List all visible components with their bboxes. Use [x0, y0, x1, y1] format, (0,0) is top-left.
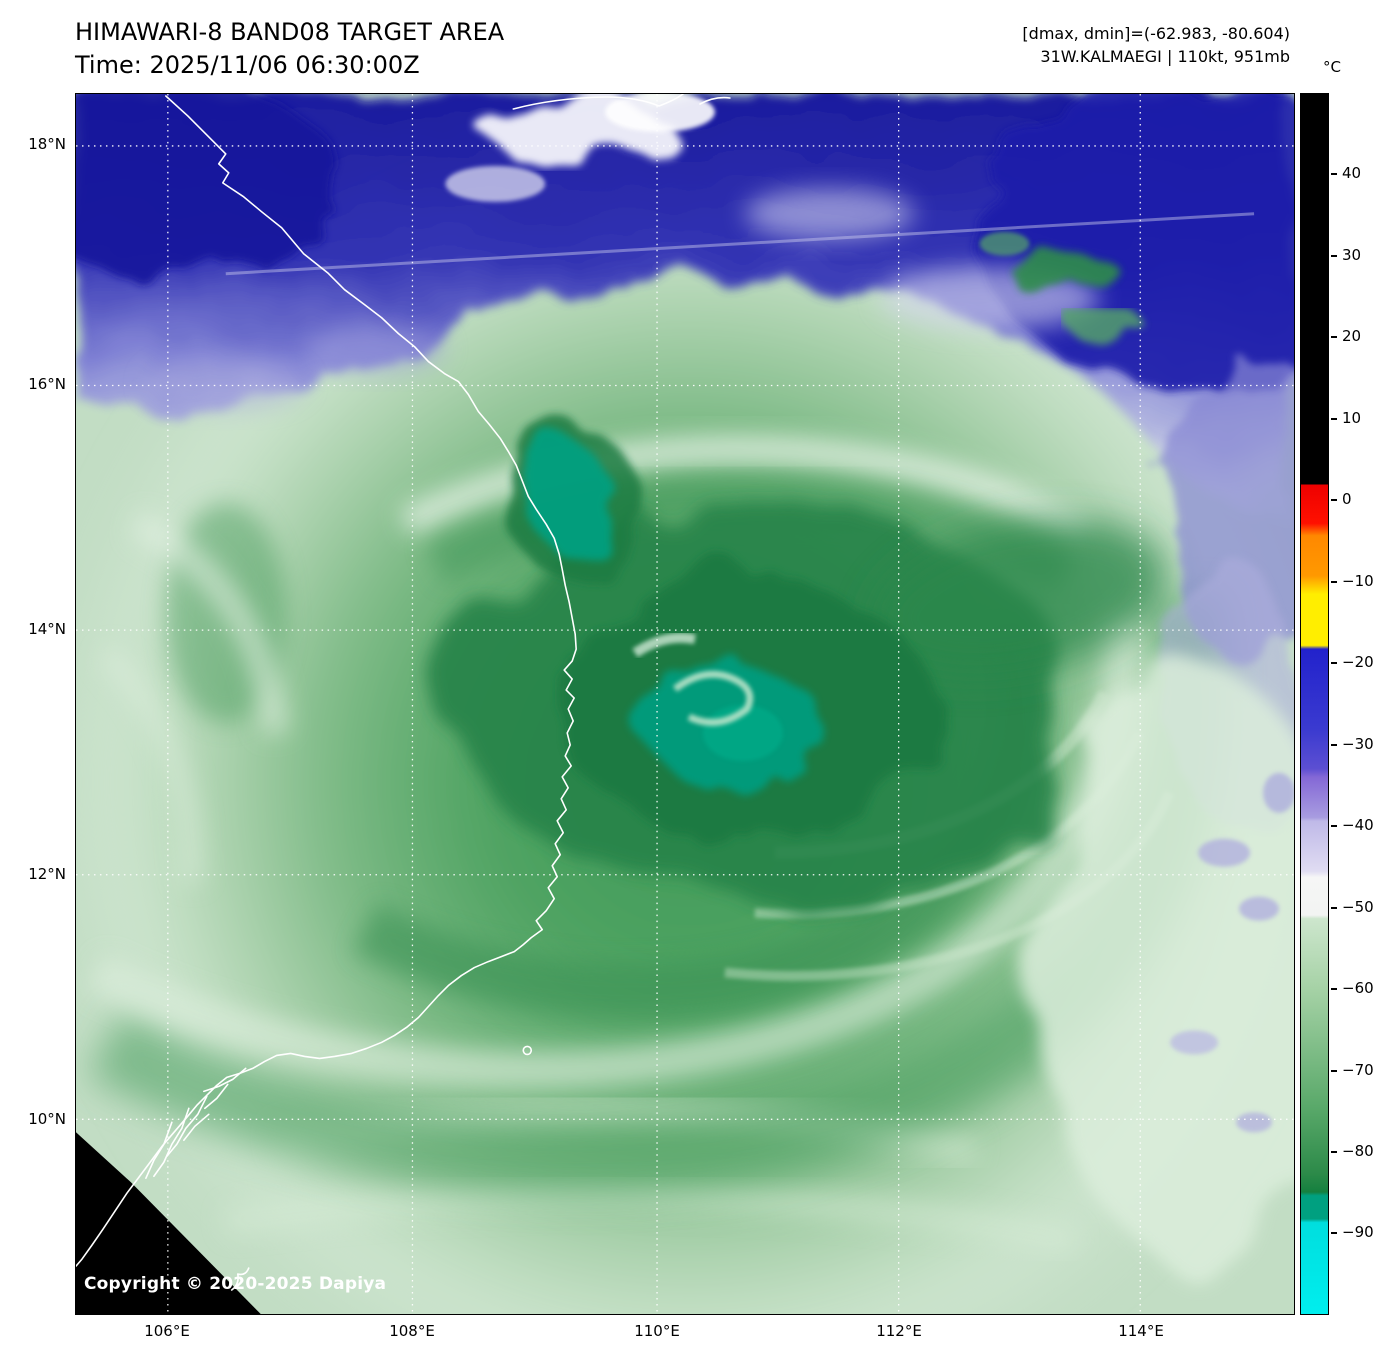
- tick-mark: [1331, 907, 1337, 909]
- tick-mark: [1331, 825, 1337, 827]
- colorbar: [1300, 93, 1329, 1315]
- tick-mark: [1331, 1151, 1337, 1153]
- colorbar-tick-label: −30: [1342, 735, 1374, 753]
- colorbar-tick-label: 20: [1342, 327, 1362, 345]
- dmax-dmin-readout: [dmax, dmin]=(-62.983, -80.604): [1022, 24, 1290, 43]
- lat-label-16n: 16°N: [28, 375, 66, 393]
- lon-label-112e: 112°E: [876, 1322, 922, 1340]
- storm-core: [445, 423, 1167, 893]
- east-edge-mottling: [1034, 683, 1294, 1262]
- colorbar-tick-label: 10: [1342, 409, 1362, 427]
- image-time: Time: 2025/11/06 06:30:00Z: [75, 51, 420, 79]
- tick-mark: [1331, 173, 1337, 175]
- tick-mark: [1331, 336, 1337, 338]
- tick-mark: [1331, 418, 1337, 420]
- title-block: HIMAWARI-8 BAND08 TARGET AREA Time: 2025…: [75, 16, 504, 82]
- tick-mark: [1331, 499, 1337, 501]
- satellite-map: Copyright © 2020-2025 Dapiya: [75, 93, 1295, 1315]
- colorbar-tick-label: −70: [1342, 1061, 1374, 1079]
- colorbar-tick-label: −40: [1342, 816, 1374, 834]
- lon-label-110e: 110°E: [634, 1322, 680, 1340]
- lon-label-106e: 106°E: [144, 1322, 190, 1340]
- colorbar-tick-label: 40: [1342, 164, 1362, 182]
- image-title: HIMAWARI-8 BAND08 TARGET AREA: [75, 18, 505, 46]
- lat-label-12n: 12°N: [28, 865, 66, 883]
- copyright-notice: Copyright © 2020-2025 Dapiya: [84, 1274, 387, 1294]
- colorbar-tick-label: −50: [1342, 898, 1374, 916]
- colorbar-tick-label: −10: [1342, 572, 1374, 590]
- colorbar-tick-label: 30: [1342, 246, 1362, 264]
- lat-label-10n: 10°N: [28, 1110, 66, 1128]
- colorbar-unit-label: °C: [1323, 58, 1341, 76]
- lon-label-114e: 114°E: [1118, 1322, 1164, 1340]
- satellite-image: [76, 94, 1294, 1314]
- lon-label-108e: 108°E: [389, 1322, 435, 1340]
- tick-mark: [1331, 581, 1337, 583]
- tick-mark: [1331, 662, 1337, 664]
- colorbar-tick-label: −20: [1342, 653, 1374, 671]
- storm-info: 31W.KALMAEGI | 110kt, 951mb: [1040, 47, 1290, 66]
- colorbar-tick-label: −90: [1342, 1223, 1374, 1241]
- tick-mark: [1331, 255, 1337, 257]
- colorbar-tick-label: −80: [1342, 1142, 1374, 1160]
- info-block: [dmax, dmin]=(-62.983, -80.604) 31W.KALM…: [1022, 22, 1290, 68]
- colorbar-tick-label: 0: [1342, 490, 1352, 508]
- tick-mark: [1331, 988, 1337, 990]
- tick-mark: [1331, 1070, 1337, 1072]
- coastline: [76, 94, 731, 1291]
- no-data-region: [76, 1132, 261, 1314]
- tick-mark: [1331, 1232, 1337, 1234]
- lat-label-14n: 14°N: [28, 620, 66, 638]
- colorbar-tick-label: −60: [1342, 979, 1374, 997]
- tick-mark: [1331, 744, 1337, 746]
- lat-label-18n: 18°N: [28, 135, 66, 153]
